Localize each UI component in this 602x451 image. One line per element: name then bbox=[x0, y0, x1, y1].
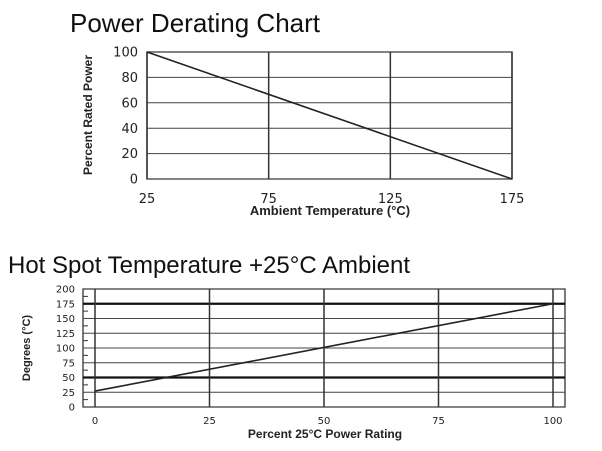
x-tick-label: 175 bbox=[500, 192, 525, 207]
x-tick-label: 125 bbox=[378, 192, 403, 207]
y-tick-label: 150 bbox=[56, 314, 75, 325]
y-tick-label: 125 bbox=[56, 329, 75, 340]
y-tick-label: 40 bbox=[121, 122, 138, 137]
y-tick-label: 20 bbox=[121, 147, 138, 162]
series-line bbox=[146, 51, 513, 180]
chart-title: Power Derating Chart bbox=[70, 8, 321, 38]
series-line bbox=[94, 302, 554, 392]
y-tick-label: 80 bbox=[121, 71, 138, 86]
x-tick-label: 0 bbox=[92, 416, 98, 427]
y-tick-label: 100 bbox=[113, 46, 138, 61]
x-tick-label: 25 bbox=[139, 192, 156, 207]
y-tick-label: 0 bbox=[69, 403, 75, 414]
x-tick-label: 25 bbox=[203, 416, 216, 427]
y-tick-label: 0 bbox=[130, 173, 138, 188]
x-axis-label: Percent 25°C Power Rating bbox=[248, 427, 402, 441]
x-axis-label: Ambient Temperature (°C) bbox=[250, 203, 410, 218]
y-tick-label: 60 bbox=[121, 96, 138, 111]
x-tick-label: 100 bbox=[543, 416, 562, 427]
y-axis-label: Degrees (°C) bbox=[21, 315, 33, 381]
y-axis-label: Percent Rated Power bbox=[81, 55, 95, 175]
y-tick-label: 100 bbox=[56, 344, 75, 355]
chart-title: Hot Spot Temperature +25°C Ambient bbox=[8, 252, 410, 279]
x-tick-label: 75 bbox=[260, 192, 277, 207]
y-tick-label: 200 bbox=[56, 285, 75, 296]
y-tick-label: 175 bbox=[56, 299, 75, 310]
x-tick-label: 75 bbox=[432, 416, 445, 427]
y-tick-label: 75 bbox=[62, 358, 75, 369]
y-tick-label: 25 bbox=[62, 388, 75, 399]
y-tick-label: 50 bbox=[62, 373, 75, 384]
x-tick-label: 50 bbox=[318, 416, 331, 427]
